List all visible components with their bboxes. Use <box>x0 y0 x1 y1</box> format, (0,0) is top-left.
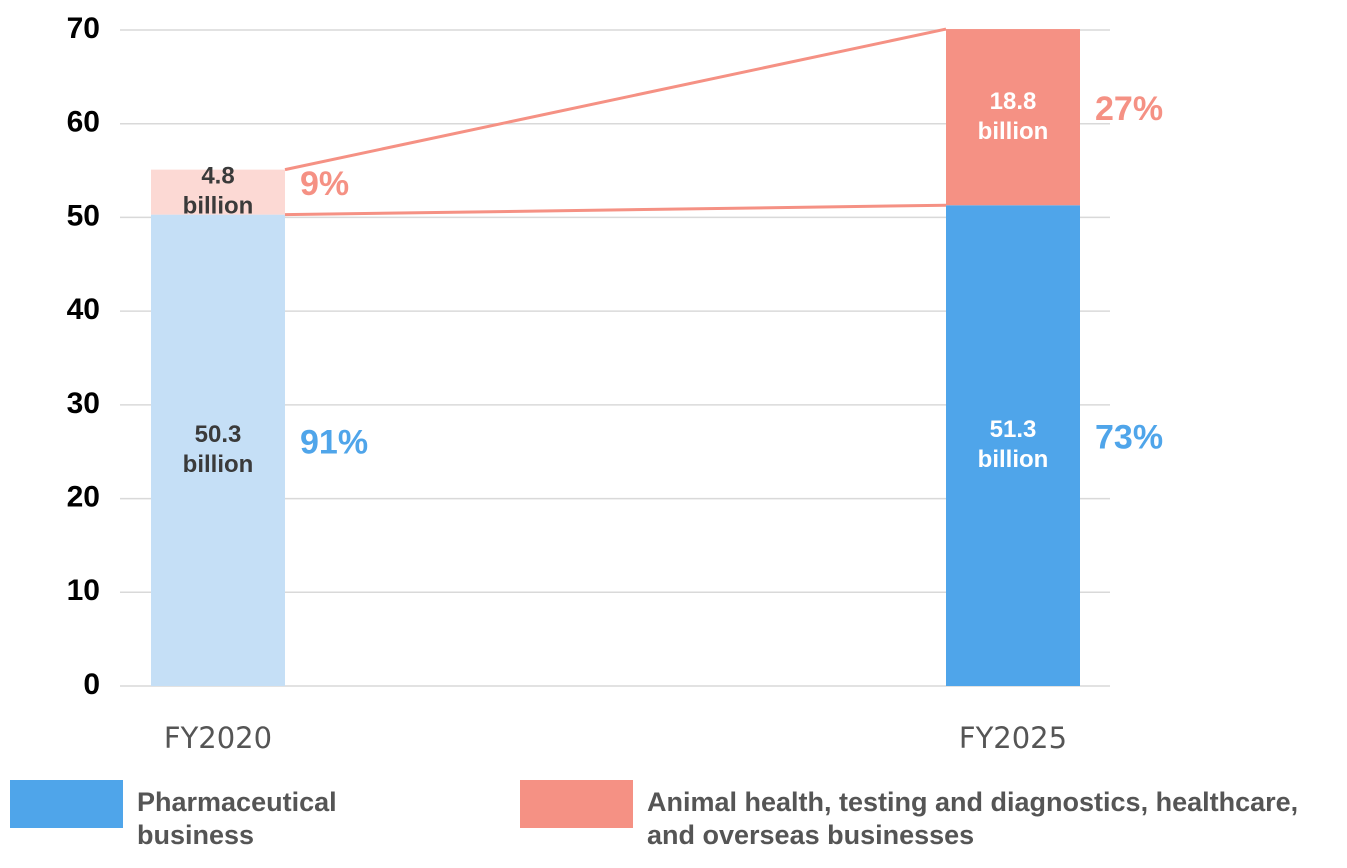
data-label: 4.8 billion <box>183 163 254 220</box>
y-tick-label: 70 <box>67 12 100 45</box>
legend-label: Pharmaceutical business <box>137 787 337 850</box>
bar-segment <box>151 214 285 687</box>
connector <box>284 203 947 217</box>
y-tick-label: 20 <box>67 480 100 513</box>
share-label: 73% <box>1095 419 1163 457</box>
bar-segment <box>946 205 1080 686</box>
legend-item: Pharmaceutical business <box>10 780 437 852</box>
connector <box>284 27 947 172</box>
legend-swatch <box>520 780 633 828</box>
chart: 0 10 20 30 40 50 60 70 FY2020 50.3 billion 91% 4.8 bi… <box>67 12 1163 755</box>
data-label: 18.8 billion <box>978 88 1049 145</box>
share-label: 27% <box>1095 90 1163 128</box>
legend-item: Animal health, testing and diagnostics, … <box>520 780 1337 852</box>
data-label: 50.3 billion <box>183 421 254 478</box>
y-tick-label: 0 <box>83 668 100 701</box>
legend-swatch <box>10 780 123 828</box>
data-label: 51.3 billion <box>978 417 1049 474</box>
x-tick-label: FY2025 <box>959 721 1067 755</box>
share-label: 9% <box>300 165 349 203</box>
y-tick-label: 10 <box>67 574 100 607</box>
x-tick-label: FY2020 <box>164 721 272 755</box>
y-tick-label: 40 <box>67 293 100 326</box>
y-tick-label: 30 <box>67 387 100 420</box>
share-label: 91% <box>300 423 368 461</box>
y-tick-label: 50 <box>67 199 100 232</box>
y-tick-label: 60 <box>67 106 100 139</box>
bar-segment <box>151 169 285 215</box>
bar-segment <box>946 29 1080 206</box>
legend-label: Animal health, testing and diagnostics, … <box>647 787 1299 850</box>
